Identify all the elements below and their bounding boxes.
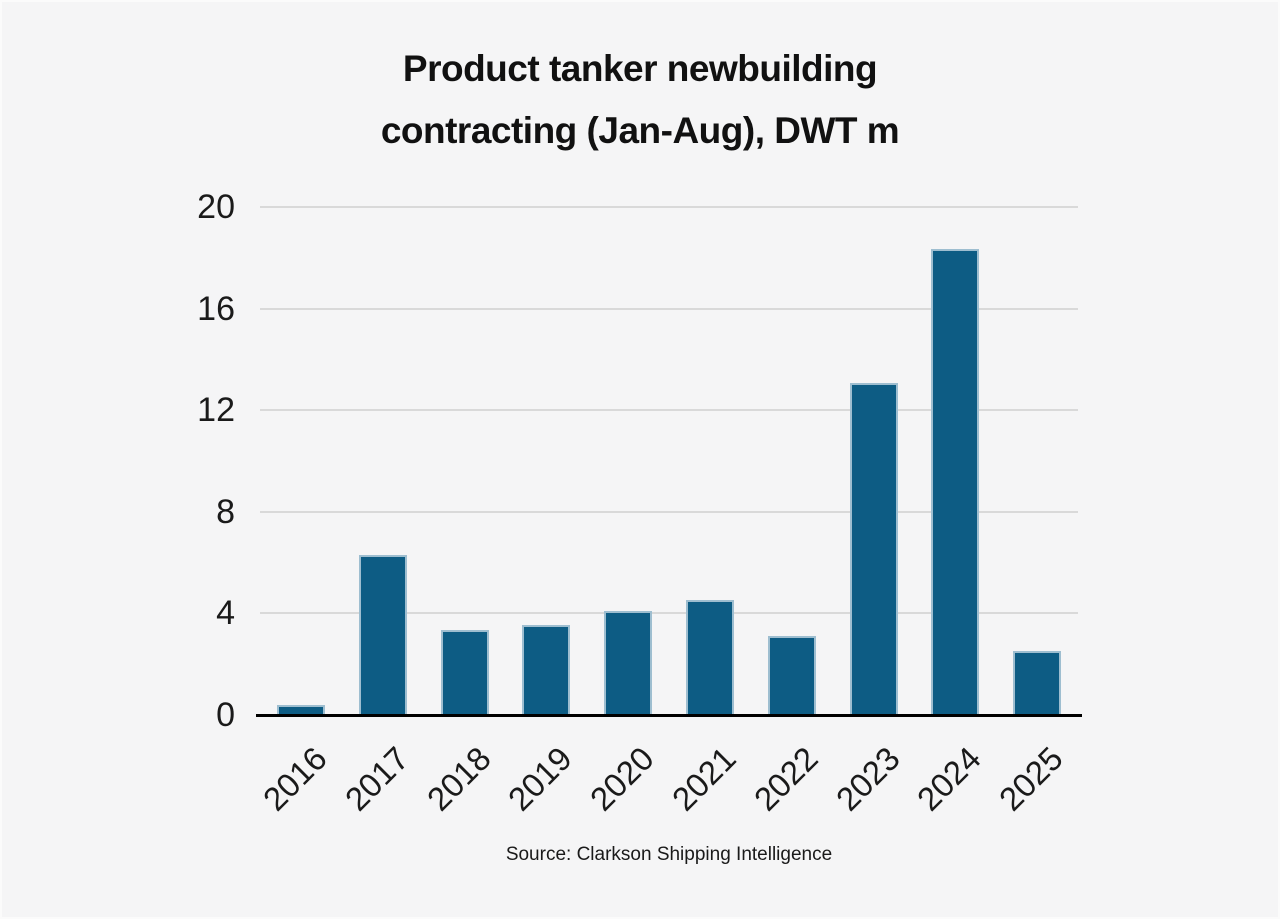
y-tick-label-20: 20 (197, 188, 235, 226)
gridline-20 (260, 206, 1078, 208)
y-tick-label-12: 12 (197, 391, 235, 430)
x-tick-label-2024: 2024 (910, 739, 989, 818)
y-tick-label-4: 4 (216, 594, 235, 633)
bar-2024 (931, 249, 980, 716)
x-tick-label-2017: 2017 (337, 739, 416, 818)
y-tick-label-0: 0 (216, 696, 235, 734)
bar-2016 (276, 705, 325, 716)
chart-title-line1: Product tanker newbuilding (402, 48, 878, 89)
bar-2023 (849, 383, 898, 716)
x-tick-label-2021: 2021 (664, 739, 743, 818)
x-tick-label-2020: 2020 (582, 739, 661, 818)
gridline-12 (260, 409, 1078, 412)
x-tick-label-2022: 2022 (746, 739, 825, 818)
bar-2022 (767, 636, 816, 716)
source-caption: Source: Clarkson Shipping Intelligence (505, 844, 833, 865)
plot-area (256, 206, 1082, 717)
bar-2017 (358, 555, 407, 716)
y-tick-label-16: 16 (197, 289, 235, 328)
y-tick-label-8: 8 (216, 492, 235, 531)
x-tick-label-2023: 2023 (828, 739, 907, 818)
bar-2020 (604, 611, 653, 716)
gridline-8 (260, 510, 1078, 513)
gridline-16 (260, 307, 1078, 310)
bar-2018 (440, 630, 489, 716)
gridline-4 (260, 612, 1078, 615)
bar-2019 (522, 625, 571, 716)
bar-2025 (1013, 651, 1062, 716)
x-tick-label-2016: 2016 (255, 739, 334, 818)
x-axis-line (256, 714, 1082, 717)
x-tick-label-2019: 2019 (501, 739, 580, 818)
x-tick-label-2018: 2018 (419, 739, 498, 818)
x-tick-label-2025: 2025 (991, 739, 1070, 818)
chart-title: Product tanker newbuilding contracting (… (2, 38, 1278, 162)
bar-2021 (685, 600, 734, 716)
chart-title-line2: contracting (Jan-Aug), DWT m (380, 110, 900, 151)
